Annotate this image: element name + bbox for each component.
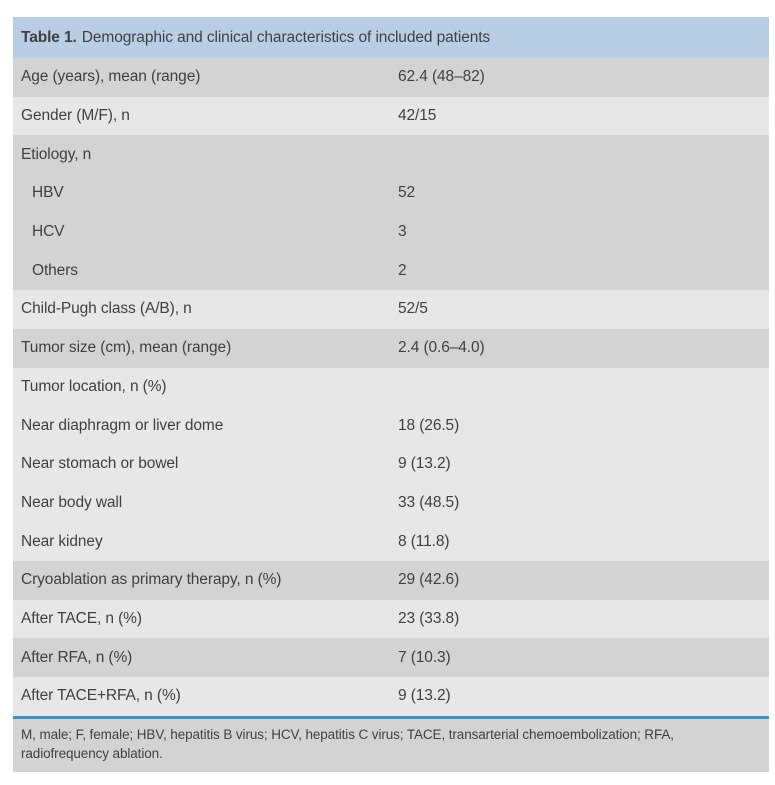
row-label: Near diaphragm or liver dome [21, 416, 224, 434]
row-value: 7 (10.3) [398, 648, 451, 666]
row-label: Gender (M/F), n [21, 107, 130, 125]
table-row: Etiology, n [13, 135, 769, 175]
table-row: Age (years), mean (range) 62.4 (48–82) [13, 58, 769, 97]
table-rows: Age (years), mean (range) 62.4 (48–82) Gen… [13, 58, 769, 716]
row-label: Near body wall [21, 493, 123, 511]
row-label: Others [32, 261, 78, 279]
table-row: HBV 52 [13, 174, 769, 213]
table-row: Tumor location, n (%) [13, 367, 769, 407]
table-row: Child-Pugh class (A/B), n 52/5 [13, 290, 769, 329]
row-value: 29 (42.6) [398, 571, 460, 589]
row-label: After TACE+RFA, n (%) [21, 687, 181, 705]
row-label: HBV [32, 184, 64, 202]
row-label: Age (years), mean (range) [21, 68, 201, 86]
row-label: Etiology, n [21, 145, 92, 163]
row-label: HCV [32, 223, 65, 241]
table-title-bar: Table 1. Demographic and clinical charac… [13, 17, 769, 58]
row-label: Near stomach or bowel [21, 455, 179, 473]
row-label: Tumor size (cm), mean (range) [21, 339, 232, 357]
row-value: 23 (33.8) [398, 609, 460, 627]
table-row: After TACE, n (%) 23 (33.8) [13, 599, 769, 639]
row-value: 33 (48.5) [398, 493, 460, 511]
table-row: Near body wall 33 (48.5) [13, 483, 769, 523]
row-value: 62.4 (48–82) [398, 68, 485, 86]
row-value: 3 [398, 223, 407, 241]
row-value: 9 (13.2) [398, 687, 451, 705]
row-value: 2 [398, 261, 407, 279]
row-label: After TACE, n (%) [21, 609, 142, 627]
table-title-text: Demographic and clinical characteristics… [81, 28, 491, 46]
table-row: HCV 3 [13, 212, 769, 252]
table-number-label: Table 1. [21, 28, 77, 46]
table-row: Others 2 [13, 251, 769, 291]
row-value: 52/5 [398, 300, 428, 318]
table-row: Gender (M/F), n 42/15 [13, 96, 769, 136]
table-row: After RFA, n (%) 7 (10.3) [13, 638, 769, 677]
table-row: Near kidney 8 (11.8) [13, 522, 769, 561]
row-value: 9 (13.2) [398, 455, 451, 473]
table-row: Near diaphragm or liver dome 18 (26.5) [13, 406, 769, 445]
table-row: Tumor size (cm), mean (range) 2.4 (0.6–4.… [13, 328, 769, 368]
row-label: After RFA, n (%) [21, 648, 133, 666]
table-row: Near stomach or bowel 9 (13.2) [13, 444, 769, 484]
row-label: Near kidney [21, 532, 103, 550]
table-row: After TACE+RFA, n (%) 9 (13.2) [13, 677, 769, 716]
row-value: 42/15 [398, 107, 437, 125]
row-label: Cryoablation as primary therapy, n (%) [21, 571, 282, 589]
table-footnote: M, male; F, female; HBV, hepatitis B vir… [13, 715, 769, 772]
table-1: Table 1. Demographic and clinical charac… [13, 17, 769, 772]
row-label: Child-Pugh class (A/B), n [21, 300, 192, 318]
row-value: 2.4 (0.6–4.0) [398, 339, 485, 357]
row-value: 8 (11.8) [398, 532, 450, 550]
row-label: Tumor location, n (%) [21, 377, 167, 395]
row-value: 52 [398, 184, 416, 202]
row-value: 18 (26.5) [398, 416, 460, 434]
table-row: Cryoablation as primary therapy, n (%) 29… [13, 560, 769, 600]
